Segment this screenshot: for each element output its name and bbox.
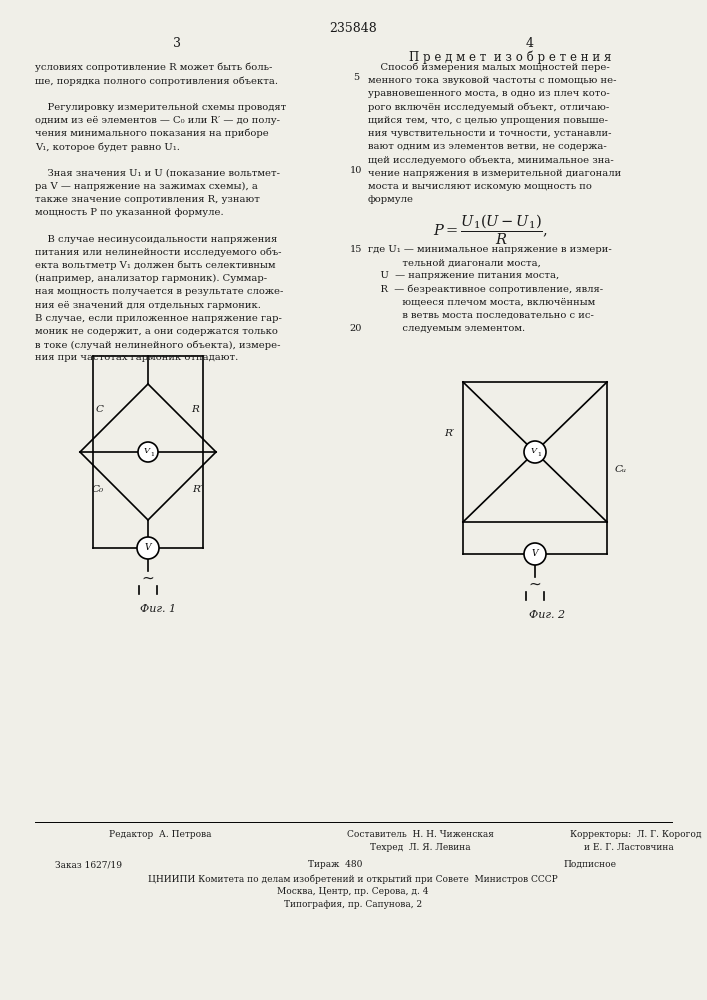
Text: 20: 20 xyxy=(350,324,362,333)
Text: екта вольтметр V₁ должен быть селективным: екта вольтметр V₁ должен быть селективны… xyxy=(35,261,276,270)
Text: Фиг. 2: Фиг. 2 xyxy=(529,610,565,620)
Text: C₀: C₀ xyxy=(92,486,104,494)
Text: Типография, пр. Сапунова, 2: Типография, пр. Сапунова, 2 xyxy=(284,900,422,909)
Text: Корректоры:  Л. Г. Корогод: Корректоры: Л. Г. Корогод xyxy=(570,830,701,839)
Text: V: V xyxy=(532,550,538,558)
Text: тельной диагонали моста,: тельной диагонали моста, xyxy=(368,258,541,267)
Text: Составитель  Н. Н. Чиженская: Составитель Н. Н. Чиженская xyxy=(346,830,493,839)
Text: U  — напряжение питания моста,: U — напряжение питания моста, xyxy=(368,271,559,280)
Text: в ветвь моста последовательно с ис-: в ветвь моста последовательно с ис- xyxy=(368,311,594,320)
Text: питания или нелинейности исследуемого объ-: питания или нелинейности исследуемого об… xyxy=(35,248,281,257)
Text: рого включён исследуемый объект, отличаю-: рого включён исследуемый объект, отличаю… xyxy=(368,103,609,112)
Text: 15: 15 xyxy=(350,245,362,254)
Text: Фиг. 1: Фиг. 1 xyxy=(140,604,176,614)
Text: V: V xyxy=(144,447,150,455)
Text: ~: ~ xyxy=(141,570,154,585)
Text: уравновешенного моста, в одно из плеч кото-: уравновешенного моста, в одно из плеч ко… xyxy=(368,89,609,98)
Text: Заказ 1627/19: Заказ 1627/19 xyxy=(55,860,122,869)
Text: 1: 1 xyxy=(537,452,541,458)
Text: ния её значений для отдельных гармоник.: ния её значений для отдельных гармоник. xyxy=(35,301,261,310)
Text: и Е. Г. Ластовчина: и Е. Г. Ластовчина xyxy=(584,843,674,852)
Text: Москва, Центр, пр. Серова, д. 4: Москва, Центр, пр. Серова, д. 4 xyxy=(277,887,428,896)
Text: ЦНИИПИ Комитета по делам изобретений и открытий при Совете  Министров СССР: ЦНИИПИ Комитета по делам изобретений и о… xyxy=(148,874,558,884)
Text: В случае несинусоидальности напряжения: В случае несинусоидальности напряжения xyxy=(35,235,277,244)
Text: 1: 1 xyxy=(150,452,154,458)
Text: ющееся плечом моста, включённым: ющееся плечом моста, включённым xyxy=(368,298,595,307)
Text: чение напряжения в измерительной диагонали: чение напряжения в измерительной диагона… xyxy=(368,169,621,178)
Text: (например, анализатор гармоник). Суммар-: (например, анализатор гармоник). Суммар- xyxy=(35,274,267,283)
Text: Техред  Л. Я. Левина: Техред Л. Я. Левина xyxy=(370,843,470,852)
Text: ше, порядка полного сопротивления объекта.: ше, порядка полного сопротивления объект… xyxy=(35,76,278,86)
Text: Редактор  А. Петрова: Редактор А. Петрова xyxy=(109,830,211,839)
Text: 4: 4 xyxy=(526,37,534,50)
Text: 3: 3 xyxy=(173,37,181,50)
Text: менного тока звуковой частоты с помощью не-: менного тока звуковой частоты с помощью … xyxy=(368,76,617,85)
Text: условиях сопротивление R может быть боль-: условиях сопротивление R может быть боль… xyxy=(35,63,272,73)
Text: R  — безреактивное сопротивление, явля-: R — безреактивное сопротивление, явля- xyxy=(368,285,603,294)
Text: вают одним из элементов ветви, не содержа-: вают одним из элементов ветви, не содерж… xyxy=(368,142,607,151)
Text: C: C xyxy=(96,404,104,414)
Text: 10: 10 xyxy=(350,166,362,175)
Text: одним из её элементов — C₀ или R′ — до полу-: одним из её элементов — C₀ или R′ — до п… xyxy=(35,116,280,125)
Text: R′: R′ xyxy=(444,430,454,438)
Text: Cᵤ: Cᵤ xyxy=(615,466,627,475)
Text: щей исследуемого объекта, минимальное зна-: щей исследуемого объекта, минимальное зн… xyxy=(368,155,614,165)
Text: где U₁ — минимальное напряжение в измери-: где U₁ — минимальное напряжение в измери… xyxy=(368,245,612,254)
Text: В случае, если приложенное напряжение гар-: В случае, если приложенное напряжение га… xyxy=(35,314,282,323)
Text: ния при частотах гармоник отпадают.: ния при частотах гармоник отпадают. xyxy=(35,353,238,362)
Text: ния чувствительности и точности, устанавли-: ния чувствительности и точности, устанав… xyxy=(368,129,612,138)
Text: также значение сопротивления R, узнают: также значение сопротивления R, узнают xyxy=(35,195,260,204)
Circle shape xyxy=(524,441,546,463)
Text: ~: ~ xyxy=(529,576,542,591)
Text: R: R xyxy=(191,404,199,414)
Text: Способ измерения малых мощностей пере-: Способ измерения малых мощностей пере- xyxy=(368,63,609,73)
Text: П р е д м е т  и з о б р е т е н и я: П р е д м е т и з о б р е т е н и я xyxy=(409,50,611,64)
Text: 235848: 235848 xyxy=(329,22,377,35)
Text: R′: R′ xyxy=(192,486,202,494)
Text: в токе (случай нелинейного объекта), измере-: в токе (случай нелинейного объекта), изм… xyxy=(35,340,281,350)
Text: Тираж  480: Тираж 480 xyxy=(308,860,362,869)
Text: щийся тем, что, с целью упрощения повыше-: щийся тем, что, с целью упрощения повыше… xyxy=(368,116,608,125)
Text: ная мощность получается в результате сложе-: ная мощность получается в результате сло… xyxy=(35,287,284,296)
Text: V: V xyxy=(531,447,537,455)
Circle shape xyxy=(137,537,159,559)
Text: Подписное: Подписное xyxy=(563,860,617,869)
Text: V: V xyxy=(145,544,151,552)
Text: Зная значения U₁ и U (показание вольтмет-: Зная значения U₁ и U (показание вольтмет… xyxy=(35,169,280,178)
Text: формуле: формуле xyxy=(368,195,414,204)
Circle shape xyxy=(138,442,158,462)
Text: Регулировку измерительной схемы проводят: Регулировку измерительной схемы проводят xyxy=(35,103,286,112)
Text: мощность P по указанной формуле.: мощность P по указанной формуле. xyxy=(35,208,223,217)
Text: ра V — напряжение на зажимах схемы), а: ра V — напряжение на зажимах схемы), а xyxy=(35,182,258,191)
Text: V₁, которое будет равно U₁.: V₁, которое будет равно U₁. xyxy=(35,142,180,152)
Text: моник не содержит, а они содержатся только: моник не содержит, а они содержатся толь… xyxy=(35,327,278,336)
Text: $P = \dfrac{U_1(U-U_1)}{R},$: $P = \dfrac{U_1(U-U_1)}{R},$ xyxy=(433,212,547,247)
Text: следуемым элементом.: следуемым элементом. xyxy=(368,324,525,333)
Circle shape xyxy=(524,543,546,565)
Text: 5: 5 xyxy=(353,73,359,82)
Text: моста и вычисляют искомую мощность по: моста и вычисляют искомую мощность по xyxy=(368,182,592,191)
Text: чения минимального показания на приборе: чения минимального показания на приборе xyxy=(35,129,269,138)
